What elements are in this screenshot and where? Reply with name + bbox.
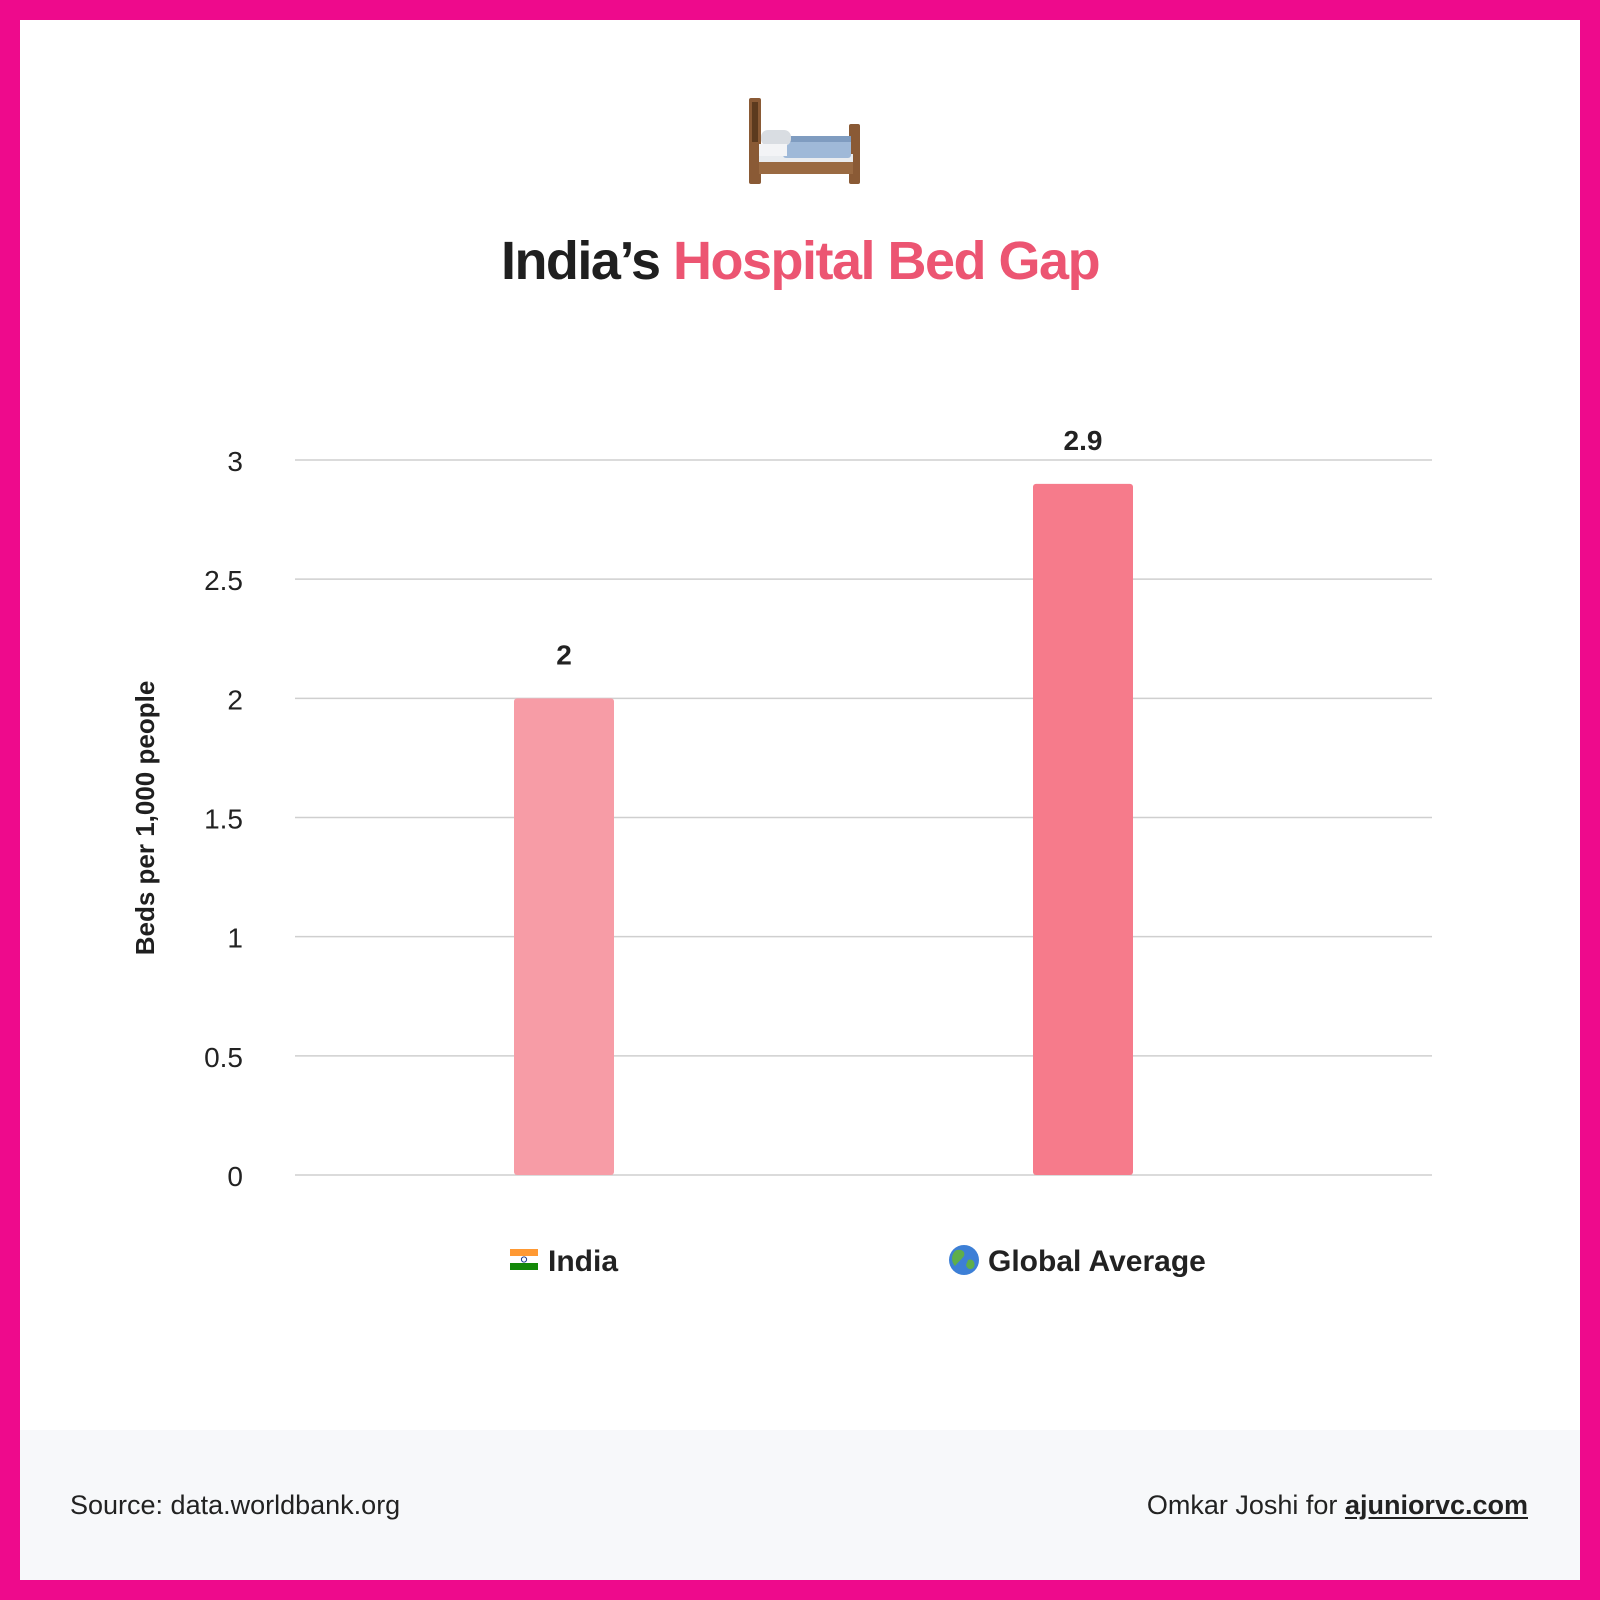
y-axis-label: Beds per 1,000 people	[130, 681, 160, 956]
chart-card: India’s Hospital Bed Gap 0 0.5 1 1.5 2 2.5 3 Be…	[20, 20, 1580, 1580]
x-category-label: Global Average	[988, 1245, 1206, 1278]
data-label: 2.9	[1064, 425, 1103, 456]
data-label: 2	[556, 639, 572, 670]
y-tick-label: 1	[227, 923, 243, 954]
x-category-label: India	[548, 1245, 618, 1278]
title-accent: Hospital Bed Gap	[673, 231, 1101, 291]
credit: Omkar Joshi for ajuniorvc.com	[1147, 1490, 1528, 1521]
source-text: Source: data.worldbank.org	[70, 1490, 401, 1520]
credit-prefix: Omkar Joshi for	[1146, 1490, 1338, 1520]
bar-chart: 0 0.5 1 1.5 2 2.5 3 Beds per 1,000 people 2 2.9 In…	[130, 425, 1432, 1278]
credit-link[interactable]: ajuniorvc.com	[1344, 1490, 1528, 1520]
y-tick-label: 1.5	[204, 804, 243, 835]
india-flag-icon	[510, 1249, 538, 1270]
y-tick-label: 2.5	[204, 565, 243, 596]
globe-icon	[949, 1245, 979, 1275]
y-tick-label: 0	[227, 1161, 243, 1192]
bed-icon	[749, 98, 860, 184]
chart-title: India’s Hospital Bed Gap	[20, 230, 1580, 292]
title-prefix: India’s	[500, 231, 661, 291]
bar	[514, 698, 614, 1175]
footer: Source: data.worldbank.org Omkar Joshi f…	[20, 1430, 1580, 1580]
bar	[1033, 483, 1133, 1175]
y-tick-label: 0.5	[204, 1042, 243, 1073]
y-tick-label: 3	[227, 446, 243, 477]
y-tick-label: 2	[227, 684, 243, 715]
